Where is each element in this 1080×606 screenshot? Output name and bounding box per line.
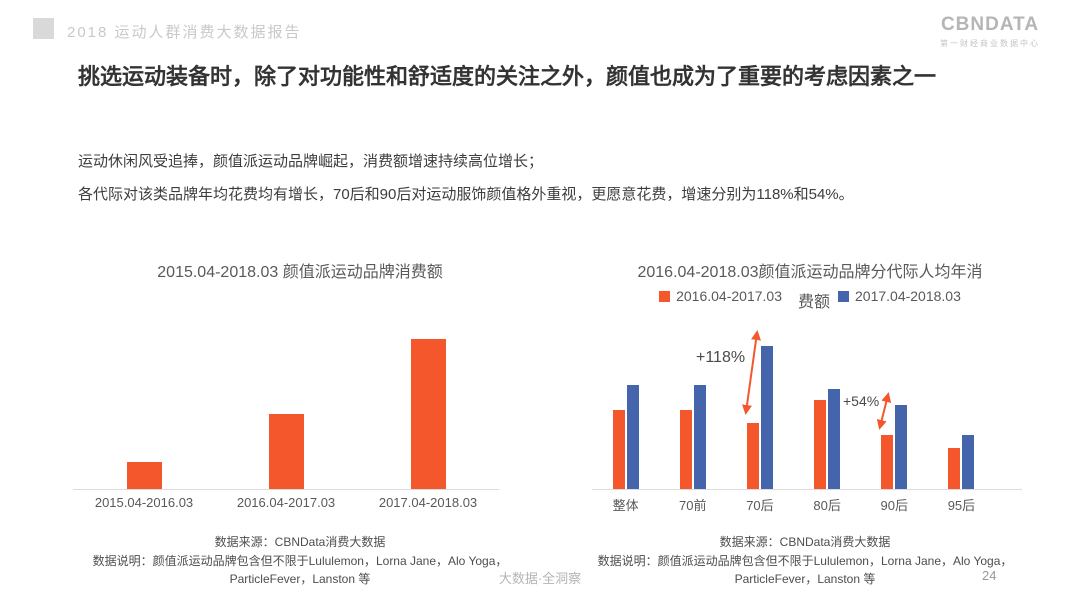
legend-swatch-orange-icon [659,290,671,302]
right-chart-title-line1: 2016.04-2018.03颜值派运动品牌分代际人均年消 [637,264,983,281]
data-desc-line1: 数据说明：颜值派运动品牌包含但不限于Lululemon，Lorna Jane，A… [597,553,1013,568]
bar-70前-2016.04-2017.03 [679,410,692,489]
data-desc-line1: 数据说明：颜值派运动品牌包含但不限于Lululemon，Lorna Jane，A… [92,553,508,568]
bar-90后-2016.04-2017.03 [881,435,894,489]
header-bullet-square [33,18,54,39]
right-chart-title-line2: 费额 [797,294,830,311]
bar-整体-2017.04-2018.03 [626,385,639,489]
left-chart-plot [73,339,499,490]
right-chart-group-整体 [612,385,639,489]
report-title: 2018 运动人群消费大数据报告 [67,24,302,41]
bar-80后-2016.04-2017.03 [814,400,827,489]
bar-90后-2017.04-2018.03 [895,405,908,489]
right-chart-source-note: 数据来源：CBNData消费大数据 数据说明：颜值派运动品牌包含但不限于Lulu… [580,533,1030,589]
bar-80后-2017.04-2018.03 [828,389,841,489]
data-desc-line2: ParticleFever，Lanston 等 [734,572,876,587]
page-title: 挑选运动装备时，除了对功能性和舒适度的关注之外，颜值也成为了重要的考虑因素之一 [78,64,937,89]
left-chart-bar-2015.04-2016.03 [126,462,162,489]
left-chart-bar-2016.04-2017.03 [268,414,304,489]
right-chart-group-80后 [814,389,841,489]
right-chart-legend: 2016.04-2017.03 费额 2017.04-2018.03 [585,284,1035,311]
right-chart-group-70前 [679,385,706,489]
bar-70前-2017.04-2018.03 [693,385,706,489]
right-chart-x-label: 70前 [679,498,707,513]
growth-annotation-118: +118% [696,349,746,366]
bar-70后-2017.04-2018.03 [760,346,773,489]
left-chart-x-label: 2016.04-2017.03 [236,495,336,510]
left-chart-bar-2017.04-2018.03 [410,339,446,489]
right-chart-plot [592,346,995,489]
right-chart-x-label: 整体 [612,498,639,513]
data-desc-line2: ParticleFever，Lanston 等 [229,572,371,587]
body-paragraph-2: 各代际对该类品牌年均花费均有增长，70后和90后对运动服饰颜值格外重视，更愿意花… [78,186,854,203]
left-chart-x-label: 2015.04-2016.03 [94,495,194,510]
left-chart-source-note: 数据来源：CBNData消费大数据 数据说明：颜值派运动品牌包含但不限于Lulu… [80,533,520,589]
bar-70后-2016.04-2017.03 [746,423,759,489]
page-number: 24 [982,568,997,583]
cbndata-logo: CBNDATA 第一财经商业数据中心 [930,14,1050,49]
right-chart-x-label: 90后 [880,498,908,513]
watermark-text: 大数据·全洞察 [498,571,582,586]
growth-annotation-54: +54% [843,393,880,409]
bar-整体-2016.04-2017.03 [612,410,625,489]
right-chart-x-label: 70后 [746,498,774,513]
right-chart-x-label: 80后 [813,498,841,513]
left-chart-x-label: 2017.04-2018.03 [378,495,478,510]
legend-label-period2: 2017.04-2018.03 [855,288,961,304]
body-paragraph-1: 运动休闲风受追捧，颜值派运动品牌崛起，消费额增速持续高位增长； [78,153,544,170]
right-chart-group-70后 [746,346,773,489]
left-chart-x-axis: 2015.04-2016.03 2016.04-2017.03 2017.04-20… [73,495,499,510]
left-chart-title: 2015.04-2018.03 颜值派运动品牌消费额 [157,264,443,281]
cbndata-logo-text: CBNDATA [940,14,1040,35]
right-chart-group-90后 [881,405,908,489]
data-source-line: 数据来源：CBNData消费大数据 [214,535,386,549]
right-chart-group-95后 [948,435,975,489]
legend-label-period1: 2016.04-2017.03 [676,288,782,304]
cbndata-logo-subtitle: 第一财经商业数据中心 [940,39,1040,48]
legend-swatch-blue-icon [838,290,849,302]
bar-95后-2016.04-2017.03 [948,448,961,489]
right-chart-x-label: 95后 [947,498,976,513]
right-chart-x-axis: 整体 70前 70后 80后 90后 95后 [592,495,995,514]
bar-95后-2017.04-2018.03 [962,435,975,489]
right-chart-axis-line [592,489,1022,490]
data-source-line: 数据来源：CBNData消费大数据 [719,535,891,549]
